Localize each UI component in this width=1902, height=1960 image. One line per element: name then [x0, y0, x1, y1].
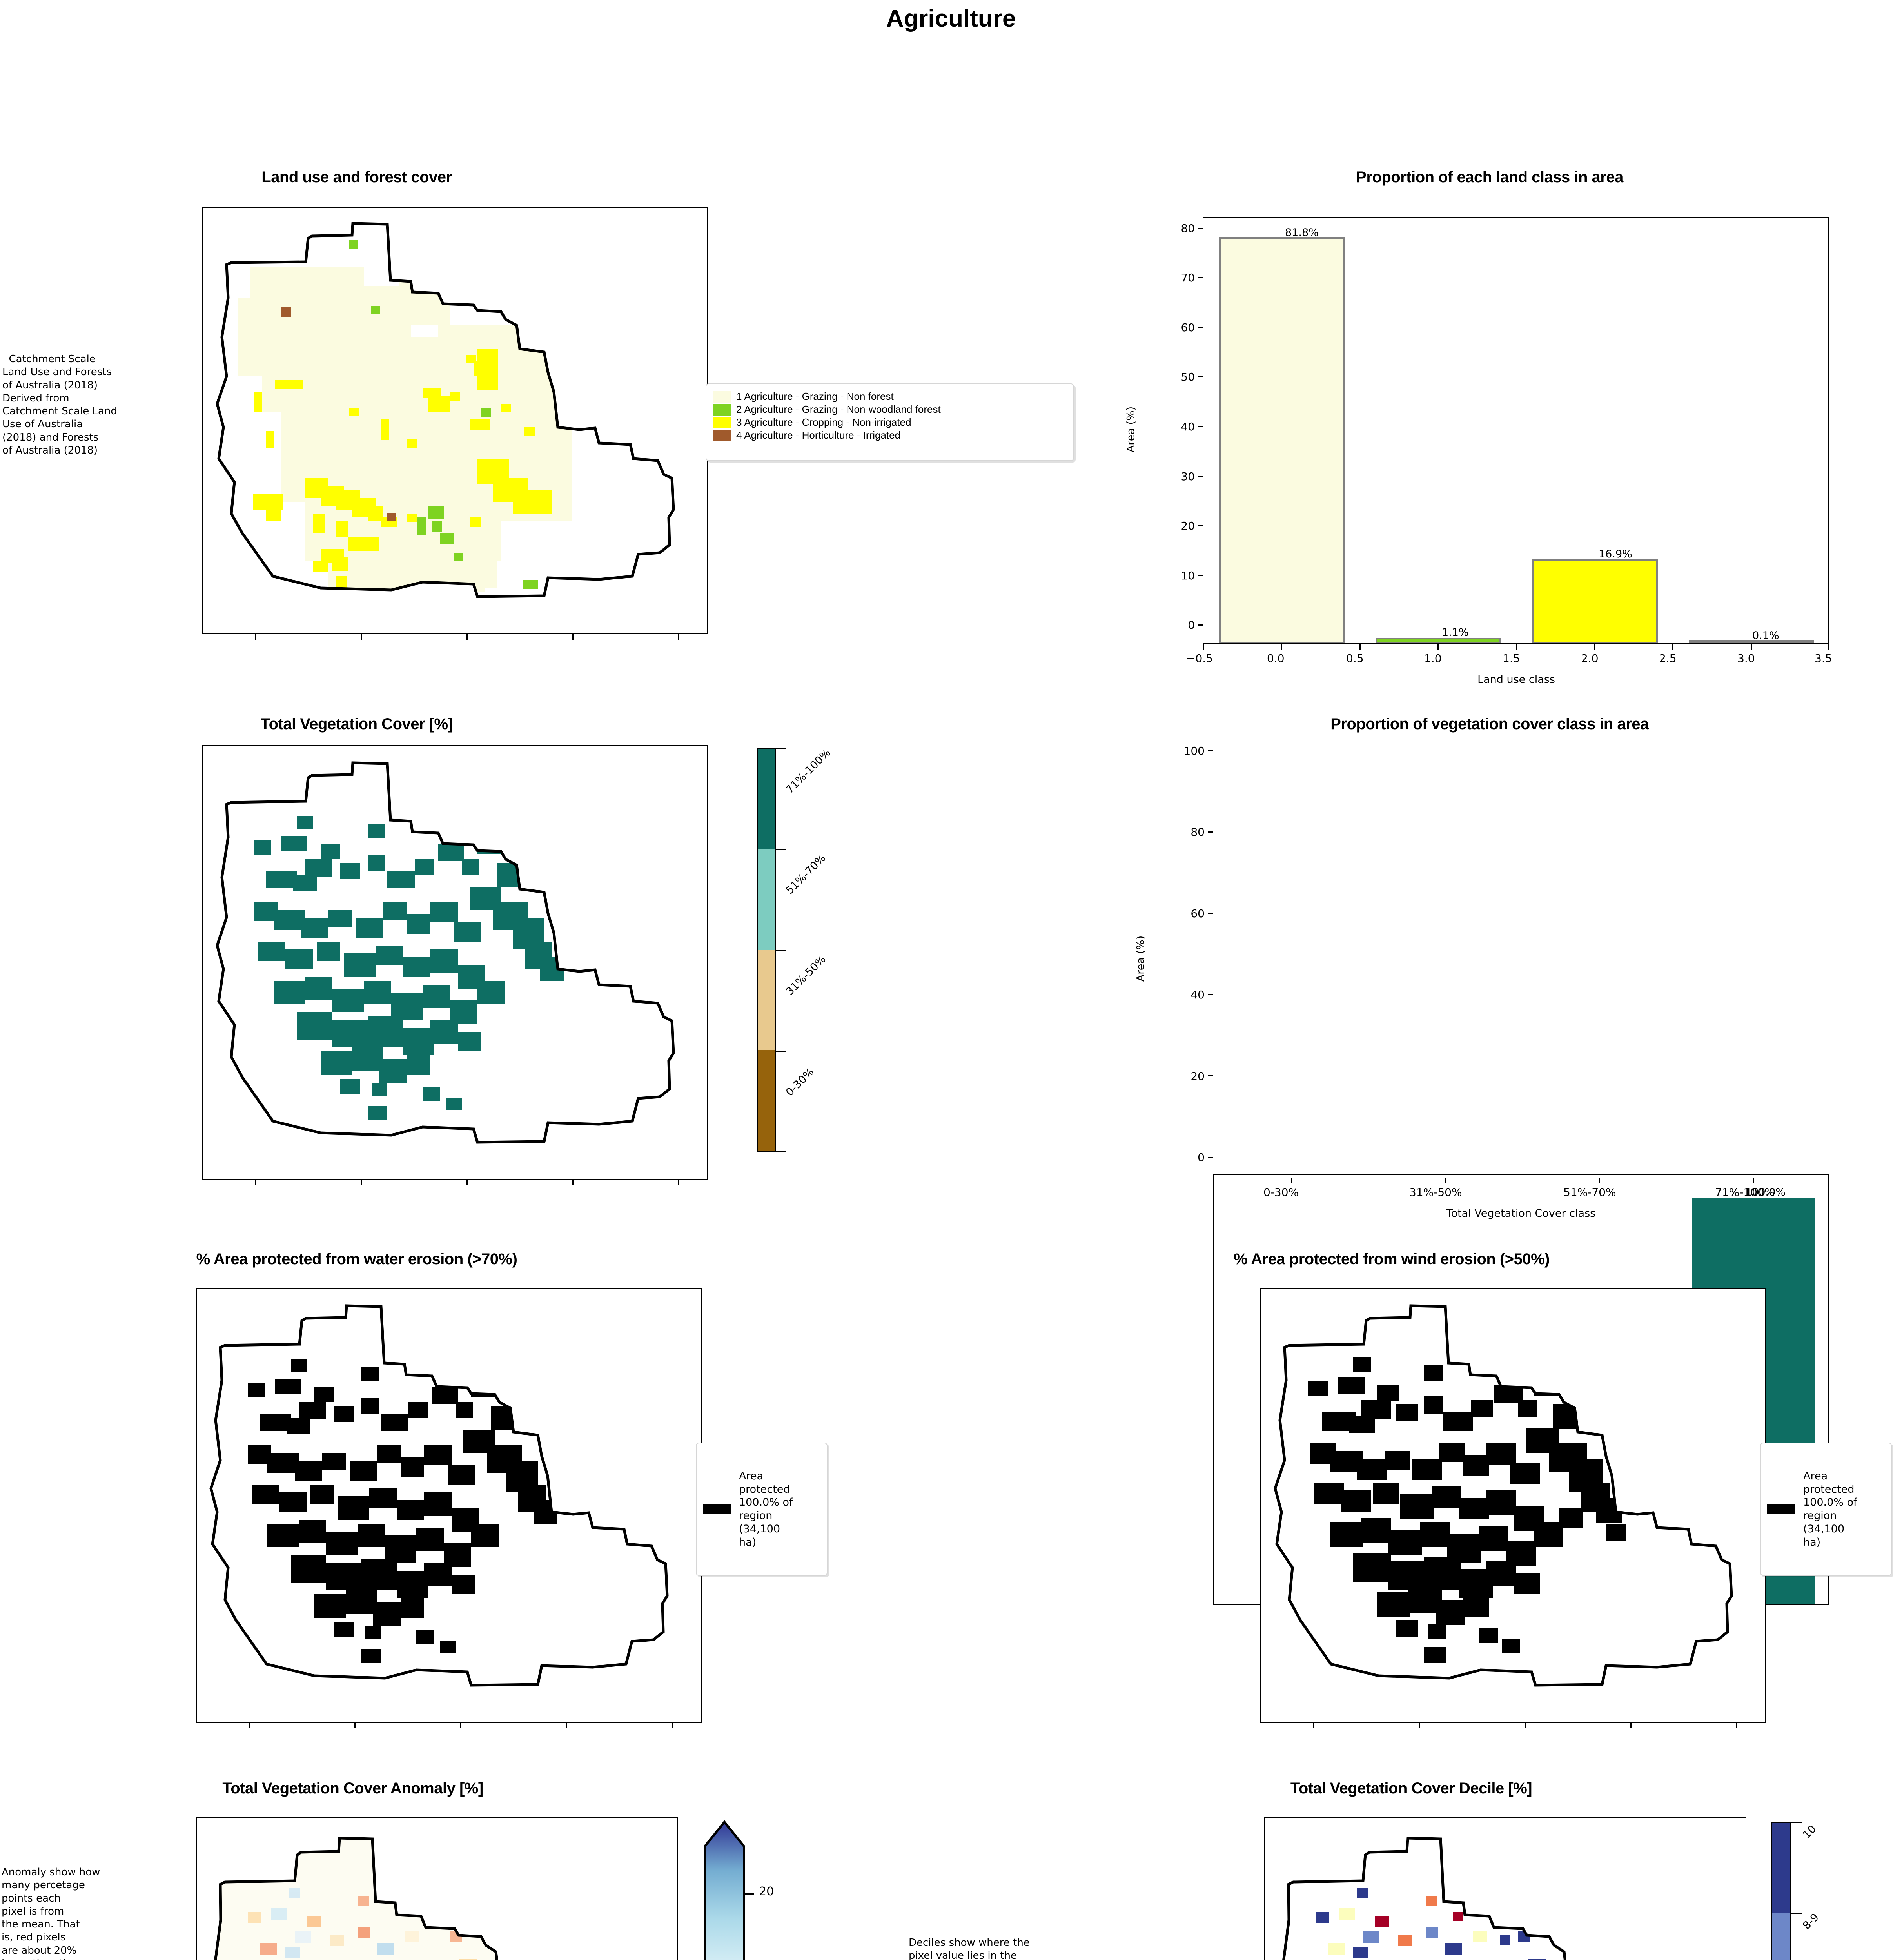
land-use-map-svg — [216, 222, 675, 598]
wind-erosion-map-title: % Area protected from wind erosion (>50%… — [1234, 1250, 1550, 1268]
veg-class-chart-yaxis: 0 20 40 60 80 100 — [1170, 744, 1213, 1180]
water-erosion-legend-text: Area protected 100.0% of region (34,100 … — [739, 1470, 793, 1548]
veg-cover-map[interactable] — [202, 745, 708, 1180]
land-use-raster — [238, 240, 572, 592]
bar-2 — [1532, 559, 1658, 643]
region-boundary — [209, 1304, 669, 1687]
colorbar-seg-31-50 — [758, 950, 775, 1050]
bar-label-3: 100.0% — [1745, 1186, 1786, 1198]
legend-item: 4 Agriculture - Horticulture - Irrigated — [713, 429, 1066, 441]
land-use-map-xticks — [202, 634, 708, 642]
anomaly-colorbar: 20 10 0 −10 −20 — [702, 1819, 804, 1960]
veg-class-chart-xlabel: Total Vegetation Cover class — [1446, 1207, 1596, 1220]
veg-class-chart-xaxis: 0-30% 31%-50% 51%-70% 71%-100% — [1213, 1178, 1829, 1201]
region-boundary — [216, 222, 675, 598]
region-boundary — [1282, 1837, 1566, 1960]
land-class-chart-ylabel: Area (%) — [1125, 406, 1137, 453]
veg-cover-map-svg — [216, 761, 675, 1144]
veg-class-chart-ylabel: Area (%) — [1134, 935, 1147, 982]
wind-erosion-legend-text: Area protected 100.0% of region (34,100 … — [1803, 1470, 1857, 1548]
land-class-chart-xlabel: Land use class — [1477, 673, 1555, 686]
bar-label-2: 16.9% — [1599, 548, 1632, 560]
page-title: Agriculture — [886, 5, 1016, 32]
region-boundary — [214, 1837, 498, 1960]
colorbar-label-71-100: 71%-100% — [784, 746, 833, 796]
colorbar-seg-51-70 — [758, 849, 775, 950]
legend-swatch-grazing-non-woodland — [713, 403, 731, 416]
bar-label-3: 0.1% — [1752, 630, 1779, 642]
colorbar-seg-0-30 — [758, 1050, 775, 1151]
legend-item: 3 Agriculture - Cropping - Non-irrigated — [713, 416, 1066, 428]
decile-map-svg — [1265, 1818, 1746, 1960]
legend-swatch-grazing-non-forest — [713, 390, 731, 403]
decile-map[interactable] — [1264, 1817, 1746, 1960]
legend-item: 2 Agriculture - Grazing - Non-woodland f… — [713, 403, 1066, 416]
colorbar-label-51-70: 51%-70% — [784, 852, 828, 897]
wind-erosion-map-xticks — [1260, 1723, 1766, 1731]
colorbar-seg-10 — [1772, 1823, 1790, 1914]
wind-erosion-map-svg — [1274, 1304, 1733, 1687]
land-use-map[interactable] — [202, 207, 708, 634]
decile-colorbar: 10 8-9 4-7 2-3 1 — [1771, 1822, 1897, 1960]
colorbar-label-31-50: 31%-50% — [784, 953, 828, 998]
land-use-side-note: Catchment Scale Land Use and Forests of … — [2, 353, 117, 456]
land-class-chart-title: Proportion of each land class in area — [1356, 169, 1623, 186]
colorbar-seg-8-9 — [1772, 1913, 1790, 1960]
land-use-map-title: Land use and forest cover — [261, 169, 452, 186]
colorbar-label-0-30: 0-30% — [784, 1066, 817, 1099]
region-boundary — [216, 761, 675, 1144]
anomaly-map-svg — [197, 1818, 677, 1960]
water-erosion-map-svg — [209, 1304, 669, 1687]
decile-label-10: 10 — [1800, 1823, 1819, 1841]
wind-erosion-map[interactable] — [1260, 1288, 1766, 1723]
veg-cover-colorbar: 71%-100% 51%-70% 31%-50% 0-30% — [757, 746, 874, 1183]
land-use-legend: 1 Agriculture - Grazing - Non forest 2 A… — [706, 383, 1074, 461]
anomaly-side-note: Anomaly show how many percetage points e… — [2, 1866, 100, 1960]
anomaly-map-title: Total Vegetation Cover Anomaly [%] — [222, 1780, 483, 1797]
water-erosion-map[interactable] — [196, 1288, 702, 1723]
wind-erosion-legend: Area protected 100.0% of region (34,100 … — [1760, 1443, 1892, 1576]
decile-side-note: Deciles show where the pixel value lies … — [909, 1937, 1030, 1960]
veg-cover-map-title: Total Vegetation Cover [%] — [260, 715, 453, 733]
decile-label-8-9: 8-9 — [1800, 1911, 1822, 1932]
bar-0 — [1219, 237, 1345, 643]
legend-item: 1 Agriculture - Grazing - Non forest — [713, 390, 1066, 403]
bar-label-1: 1.1% — [1442, 626, 1469, 639]
land-class-chart-xaxis: −0.5 0.0 0.5 1.0 1.5 2.0 2.5 3.0 3.5 — [1186, 644, 1832, 668]
decile-map-title: Total Vegetation Cover Decile [%] — [1290, 1780, 1532, 1797]
anomaly-map[interactable] — [196, 1817, 678, 1960]
water-erosion-map-xticks — [196, 1723, 702, 1731]
legend-swatch-horticulture — [713, 429, 731, 441]
legend-swatch-cropping — [713, 416, 731, 428]
veg-cover-map-xticks — [202, 1180, 708, 1188]
bar-label-0: 81.8% — [1285, 227, 1319, 239]
bar-3 — [1689, 640, 1814, 643]
erosion-raster — [1308, 1357, 1626, 1663]
veg-cover-raster — [254, 816, 564, 1120]
veg-class-chart-title: Proportion of vegetation cover class in … — [1330, 715, 1649, 733]
region-boundary — [1274, 1304, 1733, 1687]
erosion-raster — [248, 1359, 557, 1663]
water-erosion-map-title: % Area protected from water erosion (>70… — [196, 1250, 517, 1268]
legend-swatch-area-protected — [1767, 1504, 1795, 1514]
land-class-bar-chart[interactable]: 81.8% 1.1% 16.9% 0.1% — [1203, 217, 1829, 644]
anomaly-tick-20: 20 — [759, 1885, 774, 1898]
colorbar-seg-71-100 — [758, 749, 775, 849]
anomaly-colorbar-svg — [704, 1820, 745, 1960]
land-class-chart-yaxis: 0 10 20 30 40 50 60 70 80 — [1160, 217, 1203, 646]
bar-1 — [1376, 638, 1501, 643]
legend-swatch-area-protected — [703, 1504, 731, 1514]
water-erosion-legend: Area protected 100.0% of region (34,100 … — [696, 1443, 828, 1576]
